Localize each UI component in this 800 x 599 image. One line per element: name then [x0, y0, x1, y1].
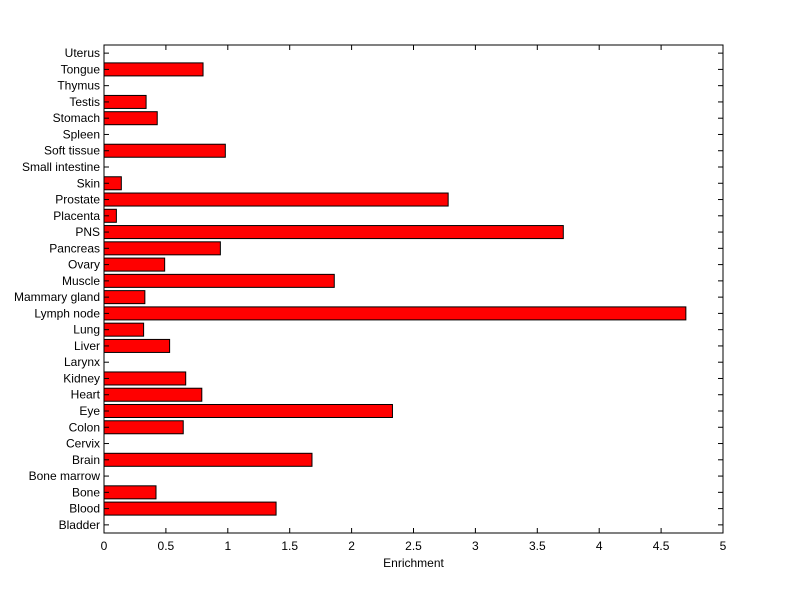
bar-testis	[103, 94, 147, 109]
x-tick-label: 3.5	[529, 539, 546, 553]
y-tick-label-lung: Lung	[73, 323, 100, 337]
bar-eye	[103, 403, 393, 419]
y-tick-label-skin: Skin	[77, 176, 100, 190]
bar-tongue	[103, 62, 204, 77]
bar-muscle	[103, 273, 335, 288]
y-tick-label-stomach: Stomach	[53, 111, 100, 125]
y-tick-label-prostate: Prostate	[55, 193, 100, 207]
y-tick-label-kidney: Kidney	[63, 371, 100, 385]
bar-brain	[103, 452, 313, 467]
y-tick-label-bone-marrow: Bone marrow	[29, 469, 101, 483]
y-tick-label-pancreas: Pancreas	[49, 241, 100, 255]
y-tick-label-soft-tissue: Soft tissue	[44, 144, 100, 158]
x-tick-label: 5	[720, 539, 727, 553]
y-tick-label-testis: Testis	[69, 95, 100, 109]
y-tick-label-liver: Liver	[74, 339, 100, 353]
category-labels: Uterus Tongue Thymus Testis Stomach Spleen Sof…	[14, 46, 101, 532]
bars-layer	[103, 62, 687, 516]
bar-soft-tissue	[103, 143, 226, 158]
x-tick-label: 2	[348, 539, 355, 553]
x-tick-labels: 0 0.5 1 1.5 2 2.5 3 3.5 4 4.5 5	[101, 539, 727, 553]
x-tick-label: 1	[224, 539, 231, 553]
y-tick-label-spleen: Spleen	[63, 127, 100, 141]
bar-lung	[103, 322, 145, 337]
y-tick-label-larynx: Larynx	[64, 355, 100, 369]
y-tick-label-brain: Brain	[72, 453, 100, 467]
y-tick-label-muscle: Muscle	[62, 274, 100, 288]
y-tick-label-uterus: Uterus	[65, 46, 100, 60]
y-tick-label-tongue: Tongue	[61, 62, 101, 76]
x-tick-label: 0.5	[158, 539, 175, 553]
bar-lymph-node	[103, 306, 687, 321]
y-tick-label-bone: Bone	[72, 485, 100, 499]
x-tick-label: 0	[101, 539, 108, 553]
bar-mammary-gland	[103, 290, 146, 305]
y-tick-label-heart: Heart	[71, 388, 101, 402]
y-tick-label-ovary: Ovary	[68, 258, 100, 272]
y-tick-label-pns: PNS	[75, 225, 100, 239]
x-tick-label: 3	[472, 539, 479, 553]
y-tick-label-small-intestine: Small intestine	[22, 160, 100, 174]
x-tick-label: 4.5	[653, 539, 670, 553]
bar-heart	[103, 387, 203, 402]
bar-prostate	[103, 192, 449, 207]
x-axis-label: Enrichment	[383, 556, 444, 570]
y-tick-label-colon: Colon	[69, 420, 100, 434]
bar-pns	[103, 225, 564, 240]
bar-pancreas	[103, 241, 221, 256]
y-tick-label-blood: Blood	[69, 502, 100, 516]
y-tick-label-mammary-gland: Mammary gland	[14, 290, 100, 304]
bar-blood	[103, 501, 277, 516]
x-tick-label: 4	[596, 539, 603, 553]
plot-frame	[103, 44, 724, 534]
bar-liver	[103, 338, 171, 353]
bar-bone	[103, 485, 157, 500]
y-tick-label-cervix: Cervix	[66, 437, 100, 451]
y-tick-label-eye: Eye	[79, 404, 100, 418]
y-tick-label-thymus: Thymus	[57, 79, 100, 93]
bar-colon	[103, 420, 184, 435]
bar-kidney	[103, 371, 187, 386]
bar-stomach	[103, 111, 158, 126]
x-tick-label: 2.5	[405, 539, 422, 553]
y-tick-label-lymph-node: Lymph node	[34, 306, 100, 320]
ticks-layer	[103, 45, 724, 533]
y-tick-label-bladder: Bladder	[59, 518, 100, 532]
bar-ovary	[103, 257, 166, 272]
x-tick-label: 1.5	[281, 539, 298, 553]
y-tick-label-placenta: Placenta	[53, 209, 100, 223]
